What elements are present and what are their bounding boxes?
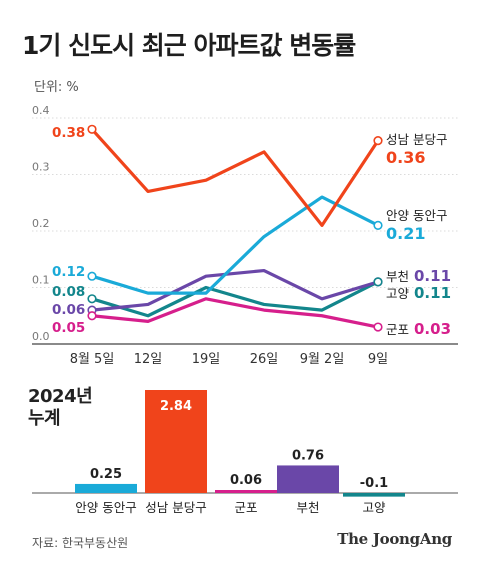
bar-chart-title-line2: 누계 [28,408,61,429]
y-tick-label: 0.1 [32,274,50,287]
start-value-label: 0.12 [52,264,85,280]
line-chart: 0.0 0.1 0.2 0.3 0.4 8월 5일 12일 19일 26일 9월 2일 9일 0.38… [32,104,458,367]
bar-category-label: 부천 [296,500,319,515]
x-tick-label: 8월 5일 [70,352,115,367]
endpoint-marker [87,311,97,321]
x-tick-label: 19일 [192,352,221,367]
endpoint-marker [373,277,383,287]
bar [75,483,137,493]
x-tick-label: 9월 2일 [300,352,345,367]
bar [215,490,277,493]
bar-chart-title-line1: 2024년 [28,386,93,407]
series-name-label: 안양 동안구 [386,208,447,223]
unit-label: 단위: % [34,80,79,95]
bar-chart-title: 2024년 누계 [28,386,93,430]
series-line [90,195,380,295]
end-value-label: 0.11 [414,284,451,302]
endpoint-marker [87,271,97,281]
bar-category-label: 성남 분당구 [145,500,206,515]
start-value-label: 0.05 [52,320,85,336]
x-tick-label: 26일 [250,352,279,367]
source-note: 자료: 한국부동산원 [32,536,129,550]
series-name-label: 부천 [386,269,409,284]
y-tick-label: 0.2 [32,217,50,230]
series-name-label: 고양 [386,286,410,301]
end-value-label: 0.21 [386,224,425,243]
bar-value-label: 0.25 [90,467,122,482]
bar-category-label: 안양 동안구 [75,500,136,515]
series-line [90,268,380,312]
endpoint-marker [373,322,383,332]
end-value-label: 0.11 [414,267,451,285]
bar-category-label: 고양 [362,500,386,515]
bar-value-label: 2.84 [160,399,192,414]
series-line [90,297,380,329]
bar-value-label: 0.76 [292,448,324,463]
series-line [90,280,380,318]
y-tick-label: 0.4 [32,104,50,117]
endpoint-marker [373,220,383,230]
x-tick-label: 9일 [368,352,388,367]
series-name-label: 성남 분당구 [386,132,447,147]
end-value-label: 0.03 [414,320,451,338]
endpoint-marker [87,124,97,134]
series-line [90,127,380,227]
y-tick-label: 0.3 [32,161,50,174]
start-value-label: 0.06 [52,302,85,318]
chart-title: 1기 신도시 최근 아파트값 변동률 [22,31,356,60]
endpoint-marker [373,136,383,146]
bar [343,493,405,497]
start-value-label: 0.08 [52,284,85,300]
bar-category-label: 군포 [234,500,257,515]
endpoint-marker [87,294,97,304]
brand-logo: The JoongAng [337,530,452,548]
x-tick-label: 12일 [134,352,163,367]
end-value-label: 0.36 [386,148,425,167]
bar-value-label: 0.06 [230,473,262,488]
bar-value-label: -0.1 [360,476,388,491]
bar [145,390,207,493]
y-tick-label: 0.0 [32,330,50,343]
start-value-label: 0.38 [52,125,85,141]
bar [277,465,339,493]
series-name-label: 군포 [386,322,409,337]
